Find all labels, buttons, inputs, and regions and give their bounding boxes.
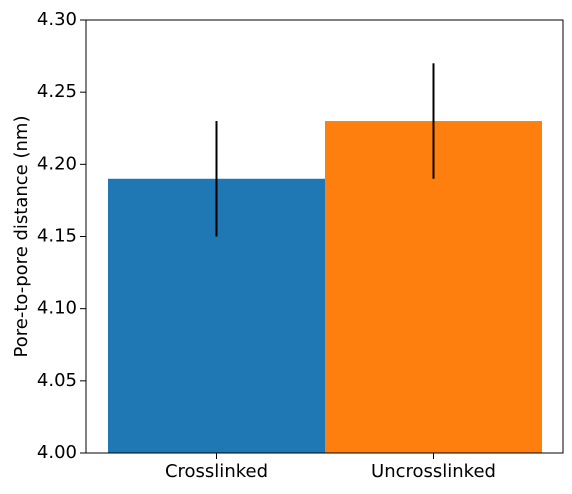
y-axis-label: Pore-to-pore distance (nm) [11,116,32,358]
y-tick-label: 4.05 [37,370,77,391]
x-tick-label: Uncrosslinked [371,461,496,482]
x-axis: Crosslinked Uncrosslinked [165,453,496,482]
y-tick-label: 4.15 [37,226,77,247]
y-tick-label: 4.10 [37,298,77,319]
y-tick-label: 4.30 [37,9,77,30]
y-axis: 4.00 4.05 4.10 4.15 4.20 4.25 4.30 [37,9,86,463]
x-tick-label: Crosslinked [165,461,268,482]
y-tick-label: 4.20 [37,153,77,174]
y-tick-label: 4.25 [37,81,77,102]
y-tick-label: 4.00 [37,442,77,463]
plot-area [108,63,542,454]
